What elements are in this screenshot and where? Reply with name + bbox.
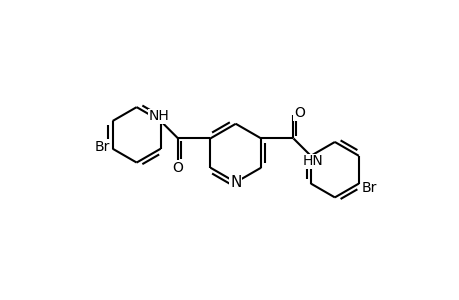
Text: HN: HN	[302, 154, 323, 168]
Text: N: N	[230, 175, 241, 190]
Text: Br: Br	[361, 181, 376, 195]
Text: O: O	[172, 161, 183, 175]
Text: O: O	[293, 106, 304, 120]
Text: NH: NH	[148, 110, 169, 123]
Text: Br: Br	[94, 140, 109, 154]
